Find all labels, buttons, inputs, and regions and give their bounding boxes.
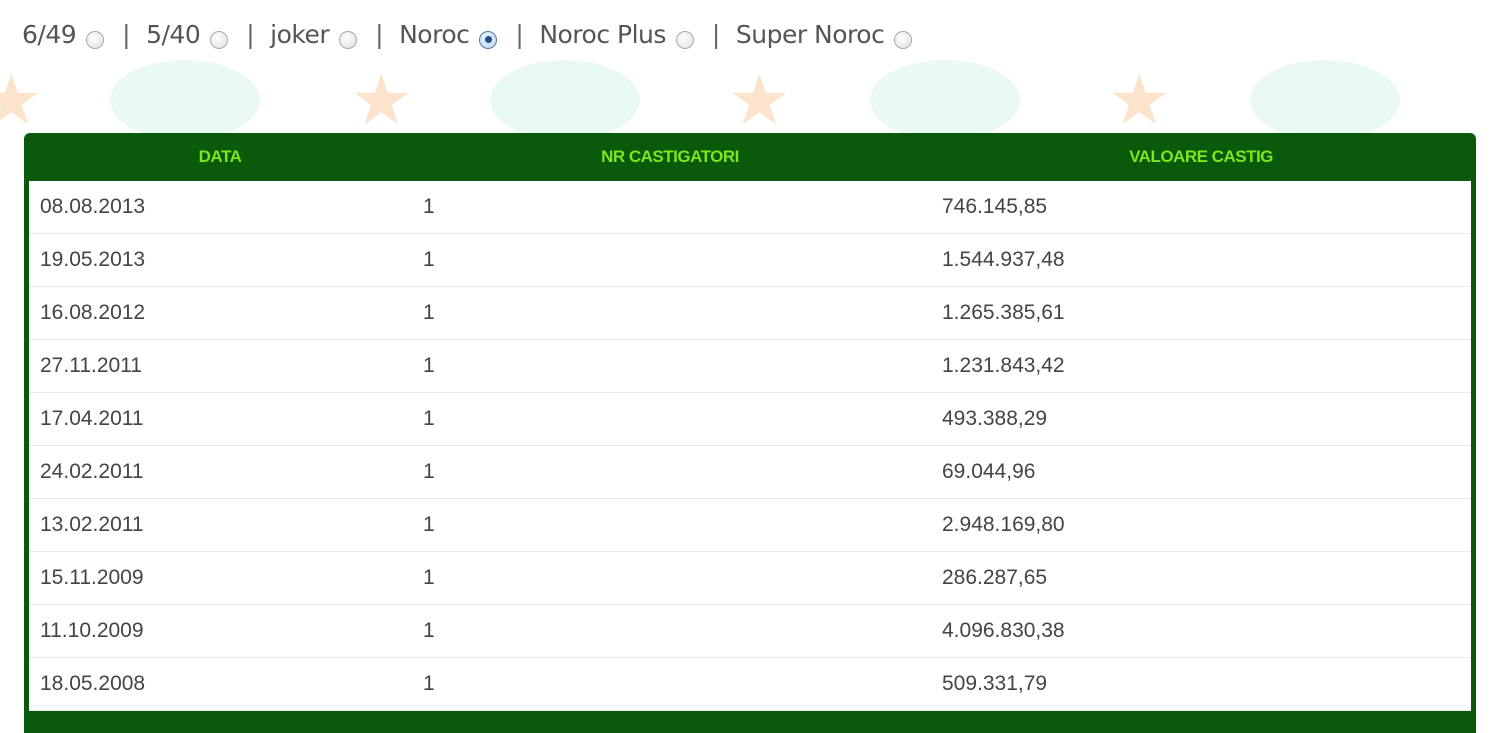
game-selector: 6/49 | 5/40 | joker | Noroc | Noroc Plus | Super N… (22, 20, 913, 49)
separator: | (515, 20, 524, 49)
cell-amount: 2.948.169,80 (942, 498, 1471, 552)
star-decoration: ★ (1108, 61, 1171, 139)
game-option-super-noroc[interactable]: Super Noroc (735, 20, 913, 49)
cell-winners: 1 (423, 604, 942, 658)
results-table: DATA NR CASTIGATORI VALOARE CASTIG 08.08… (24, 133, 1476, 733)
cell-winners: 1 (423, 181, 942, 234)
cell-date: 11.10.2009 (29, 604, 423, 658)
cell-amount: 493.388,29 (942, 392, 1471, 446)
table-row: 08.08.2013 1 746.145,85 (29, 181, 1471, 234)
game-label: Noroc Plus (539, 20, 666, 49)
star-decoration: ★ (728, 61, 791, 139)
game-label: joker (270, 20, 330, 49)
cell-date: 15.11.2009 (29, 551, 423, 605)
cell-winners: 1 (423, 233, 942, 287)
radio-button[interactable] (210, 30, 229, 49)
table-row: 17.04.2011 1 493.388,29 (29, 392, 1471, 446)
game-label: 5/40 (146, 20, 201, 49)
radio-button[interactable] (86, 30, 105, 49)
game-option-6-49[interactable]: 6/49 (22, 20, 105, 49)
game-option-5-40[interactable]: 5/40 (146, 20, 229, 49)
table-row: 11.10.2009 1 4.096.830,38 (29, 604, 1471, 658)
table-row: 24.02.2011 1 69.044,96 (29, 445, 1471, 499)
cell-winners: 1 (423, 551, 942, 605)
cell-date: 24.02.2011 (29, 445, 423, 499)
radio-button[interactable] (894, 30, 913, 49)
cell-amount: 746.145,85 (942, 181, 1471, 234)
header-data: DATA (198, 147, 242, 166)
cell-winners: 1 (423, 498, 942, 552)
clover-decoration (1250, 60, 1400, 140)
cell-winners: 1 (423, 392, 942, 446)
game-option-noroc[interactable]: Noroc (399, 20, 498, 49)
cell-amount: 4.096.830,38 (942, 604, 1471, 658)
header-valoare-castig: VALOARE CASTIG (1129, 147, 1273, 166)
table-row: 13.02.2011 1 2.948.169,80 (29, 498, 1471, 552)
cell-amount: 286.287,65 (942, 551, 1471, 605)
game-label: 6/49 (22, 20, 77, 49)
cell-date: 16.08.2012 (29, 286, 423, 340)
separator: | (375, 20, 384, 49)
table-row: 27.11.2011 1 1.231.843,42 (29, 339, 1471, 393)
cell-amount: 1.265.385,61 (942, 286, 1471, 340)
cell-winners: 1 (423, 339, 942, 393)
game-option-joker[interactable]: joker (270, 20, 358, 49)
radio-button[interactable] (675, 30, 694, 49)
radio-button[interactable] (479, 30, 498, 49)
separator: | (711, 20, 720, 49)
cell-amount: 69.044,96 (942, 445, 1471, 499)
clover-decoration (110, 60, 260, 140)
cell-amount: 1.231.843,42 (942, 339, 1471, 393)
cell-winners: 1 (423, 286, 942, 340)
cell-amount: 509.331,79 (942, 657, 1471, 711)
radio-button[interactable] (339, 30, 358, 49)
header-nr-castigatori: NR CASTIGATORI (601, 147, 739, 166)
separator: | (122, 20, 131, 49)
table-row: 18.05.2008 1 509.331,79 (29, 657, 1471, 711)
cell-winners: 1 (423, 657, 942, 711)
cell-date: 19.05.2013 (29, 233, 423, 287)
cell-date: 13.02.2011 (29, 498, 423, 552)
table-header: DATA NR CASTIGATORI VALOARE CASTIG (24, 133, 1476, 181)
clover-decoration (490, 60, 640, 140)
cell-date: 27.11.2011 (29, 339, 423, 393)
separator: | (246, 20, 255, 49)
game-label: Super Noroc (735, 20, 885, 49)
star-decoration: ★ (350, 61, 413, 139)
cell-date: 17.04.2011 (29, 392, 423, 446)
game-label: Noroc (399, 20, 470, 49)
cell-winners: 1 (423, 445, 942, 499)
clover-decoration (870, 60, 1020, 140)
cell-date: 18.05.2008 (29, 657, 423, 711)
table-row: 16.08.2012 1 1.265.385,61 (29, 286, 1471, 340)
table-row: 15.11.2009 1 286.287,65 (29, 551, 1471, 605)
cell-amount: 1.544.937,48 (942, 233, 1471, 287)
game-option-noroc-plus[interactable]: Noroc Plus (539, 20, 694, 49)
cell-date: 08.08.2013 (29, 181, 423, 234)
table-row: 19.05.2013 1 1.544.937,48 (29, 233, 1471, 287)
star-decoration: ★ (0, 61, 43, 139)
